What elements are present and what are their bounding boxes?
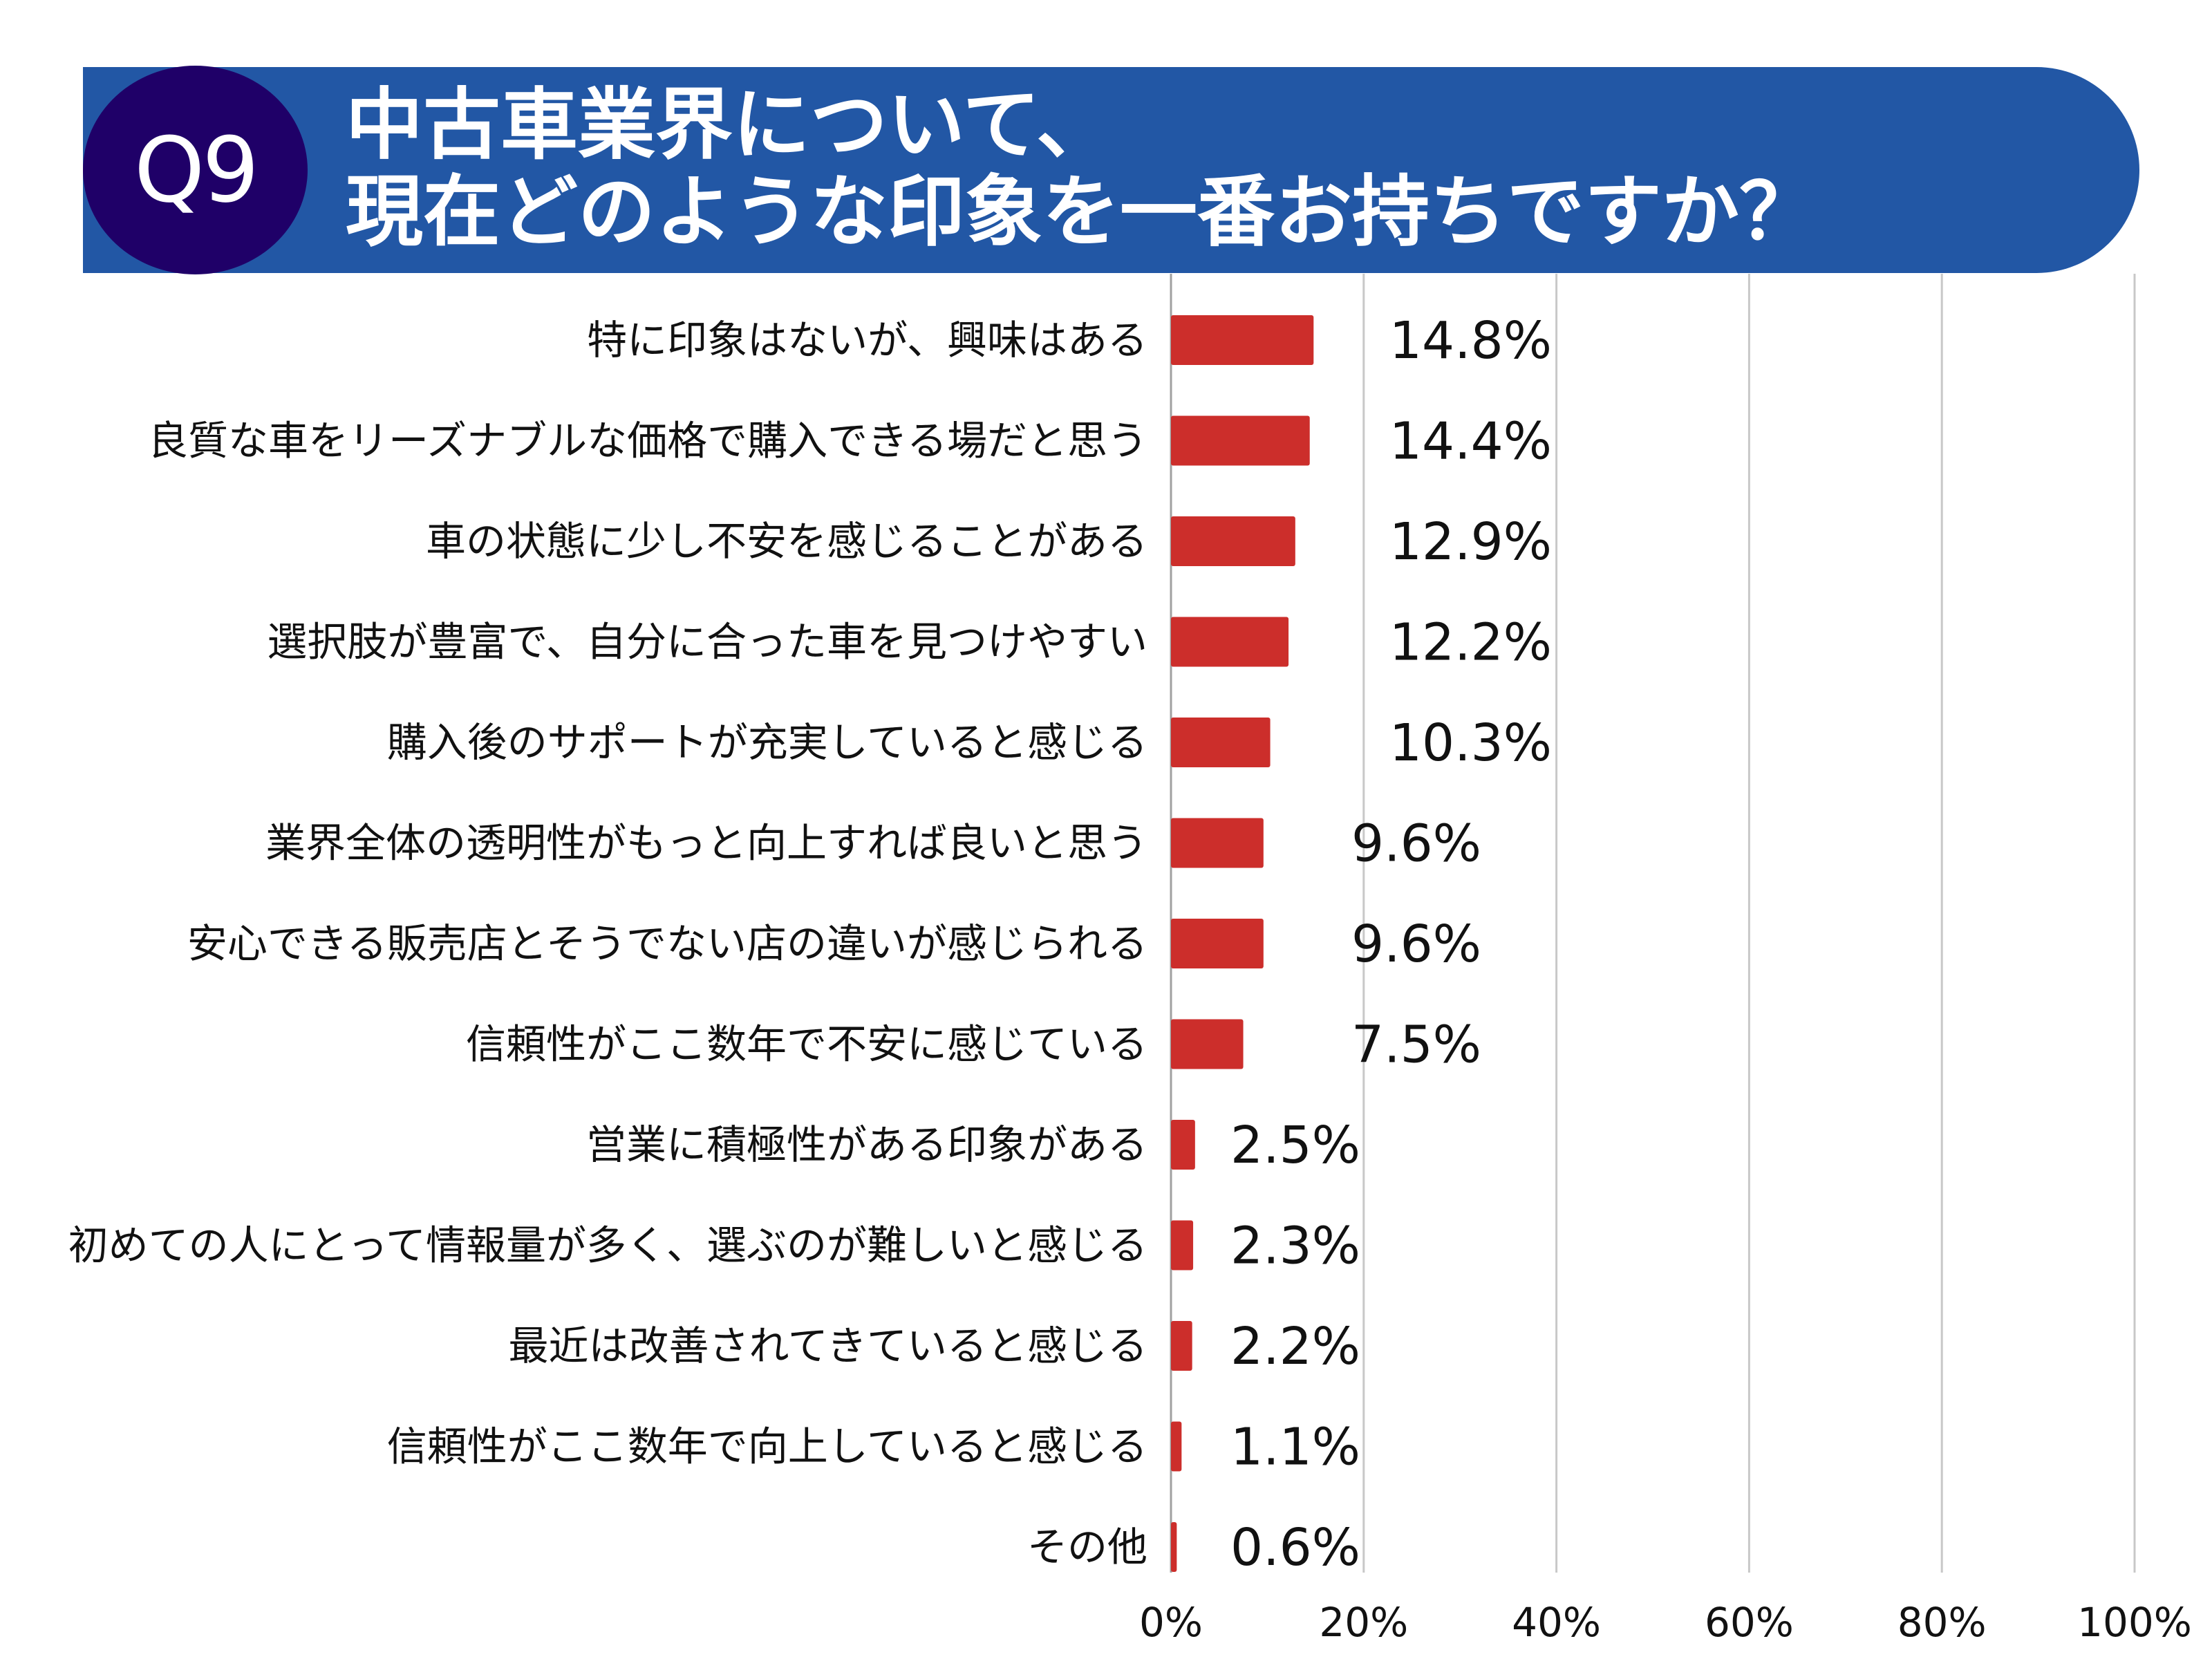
bar bbox=[1171, 919, 1264, 968]
chart-title: 中古車業界について、 現在どのような印象を一番お持ちですか？ bbox=[346, 82, 1817, 256]
x-tick-label: 80% bbox=[1897, 1599, 1987, 1646]
bar bbox=[1171, 818, 1264, 868]
data-label: 9.6% bbox=[1351, 915, 1481, 974]
bar bbox=[1171, 516, 1295, 566]
data-label: 10.3% bbox=[1389, 713, 1552, 773]
bar bbox=[1171, 1019, 1244, 1069]
bar bbox=[1171, 1522, 1177, 1572]
category-label: 信頼性がここ数年で向上していると感じる bbox=[387, 1423, 1147, 1470]
category-label: その他 bbox=[1027, 1524, 1147, 1571]
data-label: 9.6% bbox=[1351, 814, 1481, 874]
title-line-1: 中古車業界について、 bbox=[346, 80, 1114, 170]
x-tick-label: 100% bbox=[2077, 1599, 2192, 1646]
x-tick-label: 20% bbox=[1319, 1599, 1408, 1646]
x-tick-label: 40% bbox=[1512, 1599, 1601, 1646]
data-label: 1.1% bbox=[1230, 1418, 1360, 1477]
bar bbox=[1171, 415, 1310, 466]
question-number-badge: Q9 bbox=[83, 66, 308, 274]
category-label: 車の状態に少し不安を感じることがある bbox=[426, 518, 1147, 565]
bar bbox=[1171, 617, 1289, 667]
data-label: 2.5% bbox=[1230, 1116, 1360, 1175]
data-label: 14.8% bbox=[1389, 311, 1552, 371]
category-label: 安心できる販売店とそうでない店の違いが感じられる bbox=[187, 920, 1147, 967]
data-label: 2.3% bbox=[1230, 1217, 1360, 1276]
bar bbox=[1171, 1120, 1195, 1170]
category-label: 初めての人にとって情報量が多く、選ぶのが難しいと感じる bbox=[68, 1222, 1147, 1269]
data-label: 14.4% bbox=[1389, 412, 1552, 471]
data-label: 2.2% bbox=[1230, 1317, 1360, 1376]
x-tick-label: 0% bbox=[1139, 1599, 1203, 1646]
question-banner bbox=[83, 67, 2139, 273]
category-label: 営業に積極性がある印象がある bbox=[586, 1121, 1147, 1168]
category-label: 特に印象はないが、興味はある bbox=[587, 317, 1147, 364]
category-label: 信頼性がここ数年で不安に感じている bbox=[466, 1021, 1147, 1068]
data-label: 12.9% bbox=[1389, 512, 1552, 572]
category-label: 良質な車をリーズナブルな価格で購入できる場だと思う bbox=[148, 418, 1147, 465]
data-label: 0.6% bbox=[1230, 1518, 1360, 1577]
bar bbox=[1171, 1321, 1192, 1371]
bar bbox=[1171, 1421, 1182, 1472]
category-label: 選択肢が豊富で、自分に合った車を見つけやすい bbox=[267, 619, 1147, 666]
bar bbox=[1171, 718, 1271, 767]
category-label: 最近は改善されてきていると感じる bbox=[508, 1322, 1147, 1369]
title-line-2: 現在どのような印象を一番お持ちですか？ bbox=[346, 167, 1817, 257]
data-label: 7.5% bbox=[1351, 1015, 1481, 1075]
category-label: 業界全体の透明性がもっと向上すれば良いと思う bbox=[265, 820, 1147, 867]
bar bbox=[1171, 1220, 1194, 1271]
bar bbox=[1171, 315, 1314, 365]
category-label: 購入後のサポートが充実していると感じる bbox=[387, 719, 1147, 766]
data-label: 12.2% bbox=[1389, 613, 1552, 673]
x-tick-label: 60% bbox=[1705, 1599, 1794, 1646]
